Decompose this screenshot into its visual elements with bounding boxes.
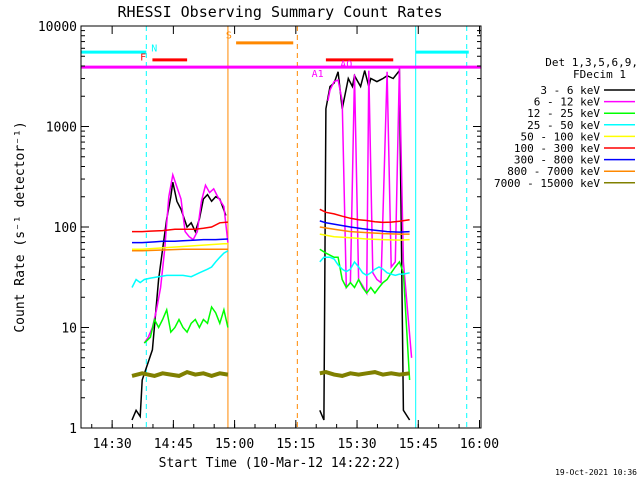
series-line-1-0 <box>143 171 229 344</box>
series-line-2-0 <box>143 305 229 344</box>
series-line-4-0 <box>132 243 228 251</box>
y-tick-label-0: 1 <box>69 422 77 437</box>
x-tick-label-2: 15:00 <box>215 437 254 452</box>
legend-label-3: 25 - 50 keV <box>527 119 600 132</box>
x-tick-label-1: 14:45 <box>154 437 193 452</box>
chart-title: RHESSI Observing Summary Count Rates <box>117 3 442 21</box>
series-line-1-1 <box>327 68 413 358</box>
legend-title-2: FDecim 1 <box>573 68 626 81</box>
series-line-0-0 <box>131 181 227 421</box>
series-layer <box>131 68 413 421</box>
x-tick-label-0: 14:30 <box>93 437 132 452</box>
series-line-8-0 <box>131 369 229 378</box>
legend-label-5: 100 - 300 keV <box>514 142 600 155</box>
x-tick-label-3: 15:15 <box>276 437 315 452</box>
series-line-8-1 <box>319 370 410 378</box>
flag-label-4: AQ <box>340 60 352 71</box>
plot-frame <box>80 25 482 429</box>
status-overlays: NF S A1 AQ <box>80 26 481 428</box>
flag-label-3: A1 <box>312 69 324 80</box>
legend-label-8: 7000 - 15000 keV <box>494 177 600 190</box>
axis-ticks: 14:30 14:45 15:00 15:15 15:30 15:45 16:00 1 10 10… <box>38 20 499 452</box>
series-line-3-1 <box>319 256 410 277</box>
series-line-2-1 <box>319 248 411 381</box>
legend-label-6: 300 - 800 keV <box>514 154 600 167</box>
footer-timestamp: 19-Oct-2021 10:36 <box>555 468 637 477</box>
series-line-7-1 <box>319 226 410 235</box>
series-line-0-1 <box>319 68 411 421</box>
series-line-6-1 <box>319 220 410 233</box>
legend-label-0: 3 - 6 keV <box>540 84 600 97</box>
series-line-4-1 <box>319 233 410 241</box>
flag-label-2: S <box>226 31 232 42</box>
legend-title-1: Det 1,3,5,6,9, <box>545 56 638 69</box>
y-tick-label-2: 100 <box>54 221 77 236</box>
series-line-3-0 <box>131 250 229 288</box>
legend-label-2: 12 - 25 keV <box>527 107 600 120</box>
series-line-6-0 <box>132 238 228 244</box>
y-tick-label-3: 1000 <box>46 121 77 136</box>
y-axis-label: Count Rate (s⁻¹ detector⁻¹) <box>13 121 28 332</box>
legend-label-4: 50 - 100 keV <box>521 130 601 143</box>
flag-label-0: N <box>151 43 157 54</box>
legend-label-7: 800 - 7000 keV <box>507 165 600 178</box>
series-line-7-0 <box>132 248 228 252</box>
series-line-5-1 <box>319 208 410 224</box>
y-tick-label-1: 10 <box>61 322 77 337</box>
x-tick-label-6: 16:00 <box>460 437 499 452</box>
flag-label-1: F <box>140 52 146 63</box>
x-tick-label-5: 15:45 <box>399 437 438 452</box>
x-tick-label-4: 15:30 <box>337 437 376 452</box>
series-line-5-0 <box>132 221 228 233</box>
x-axis-label: Start Time (10-Mar-12 14:22:22) <box>159 456 402 471</box>
legend-label-1: 6 - 12 keV <box>534 96 601 109</box>
y-tick-label-4: 10000 <box>38 20 77 35</box>
